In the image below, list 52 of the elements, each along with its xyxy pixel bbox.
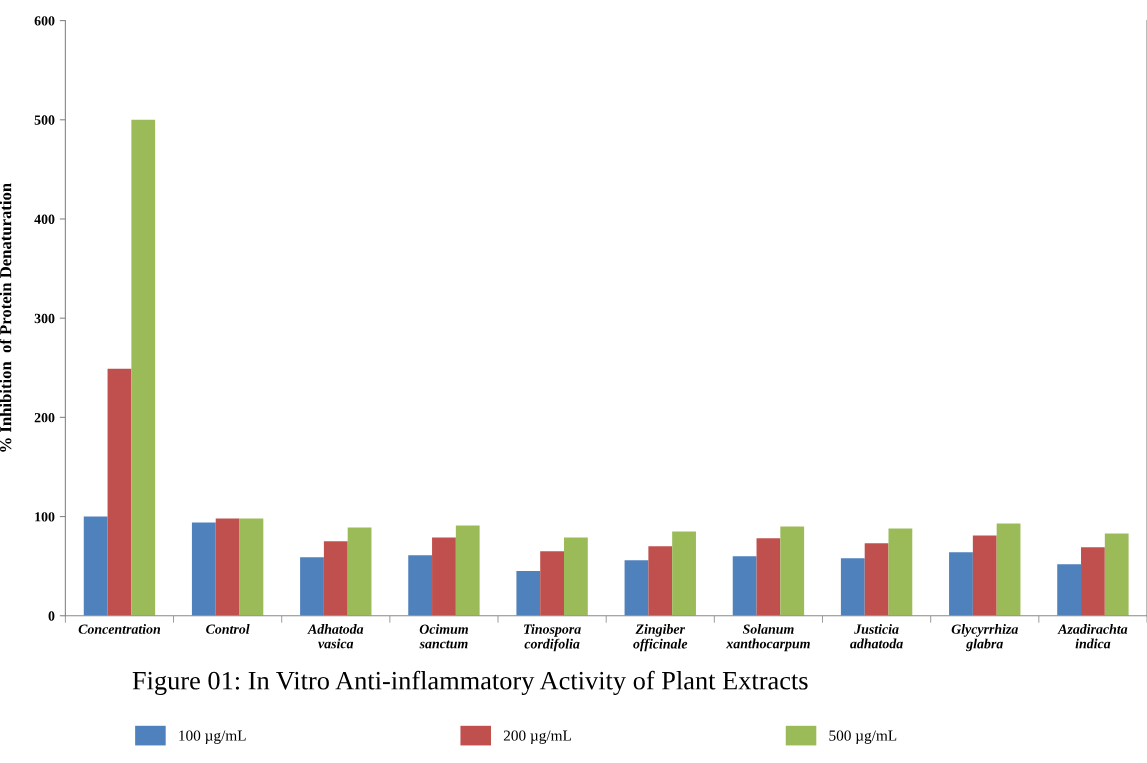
- x-tick-label: Tinospora cordifolia: [524, 624, 581, 652]
- bar: [239, 518, 264, 616]
- legend-label: 500 µg/mL: [829, 730, 897, 744]
- bar: [672, 531, 696, 616]
- bar: [732, 556, 757, 616]
- bar: [455, 525, 480, 616]
- x-tick-label: Adhatoda vasica: [307, 624, 364, 649]
- bar: [516, 571, 541, 616]
- bar: [215, 518, 240, 616]
- y-tick-label: 500: [34, 115, 55, 125]
- y-tick-label: 0: [48, 611, 55, 621]
- x-tick-label: Concentration: [78, 624, 161, 634]
- bar: [300, 557, 324, 616]
- x-tick-label: Zingiber officinale: [633, 624, 688, 652]
- bar: [888, 528, 913, 616]
- bar: [972, 535, 997, 616]
- x-tick-label: Solanum xanthocarpum: [726, 624, 810, 652]
- bar: [780, 526, 805, 616]
- bar: [432, 537, 456, 616]
- y-tick-label: 600: [34, 16, 55, 26]
- bar: [564, 537, 588, 616]
- bar: [624, 560, 649, 616]
- bar: [540, 551, 565, 616]
- bar: [996, 523, 1021, 616]
- x-tick-label: Ocimum sanctum: [419, 624, 468, 649]
- x-tick-label: Glycyrrhiza glabra: [951, 624, 1018, 652]
- bar: [83, 516, 108, 616]
- y-tick-label: 300: [34, 313, 55, 324]
- bar: [1104, 533, 1129, 616]
- bar: [1081, 547, 1105, 616]
- bar: [840, 558, 865, 616]
- legend-label: 100 µg/mL: [179, 730, 246, 744]
- bar: [864, 543, 889, 616]
- text: Figure 01: In Vitro Anti-inflammatory Activity of Plant Extracts: [132, 670, 808, 696]
- bar: [949, 552, 973, 616]
- y-tick-label: 200: [34, 412, 55, 423]
- bar: [408, 555, 433, 616]
- y-tick-label: 100: [35, 512, 55, 522]
- x-tick-label: Justicia adhatoda: [850, 624, 903, 649]
- bar: [1057, 564, 1082, 616]
- bar: [191, 522, 216, 616]
- x-tick-label: Control: [206, 624, 250, 634]
- bar: [756, 538, 781, 616]
- bar: [131, 119, 156, 616]
- legend-label: 200 µg/mL: [503, 730, 571, 744]
- y-axis-title: % Inhibition of Protein Denaturation: [0, 183, 12, 452]
- bar: [648, 546, 673, 616]
- bar: [107, 368, 132, 616]
- x-tick-label: Azadirachta indica: [1057, 624, 1128, 649]
- bar: [347, 527, 372, 616]
- bar: [323, 541, 348, 616]
- y-tick-label: 400: [34, 214, 55, 224]
